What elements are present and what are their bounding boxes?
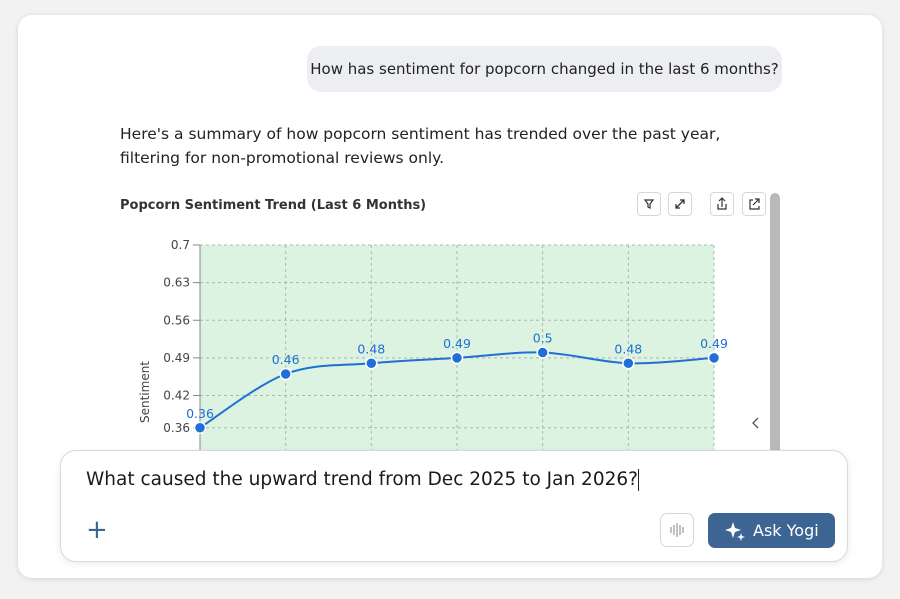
input-box[interactable]: What caused the upward trend from Dec 20…	[60, 450, 848, 562]
filter-button[interactable]	[637, 192, 661, 216]
point	[707, 351, 721, 365]
scrollbar[interactable]	[770, 193, 780, 455]
data-label: 0.48	[614, 341, 642, 356]
data-label: 0.46	[272, 352, 300, 367]
collapse-arrow[interactable]	[750, 416, 762, 430]
expand-button[interactable]	[668, 192, 692, 216]
ask-button[interactable]: Ask Yogi	[708, 513, 835, 548]
point	[279, 367, 292, 381]
point	[365, 357, 378, 370]
y-tick-label: 0.7	[171, 238, 190, 252]
data-label: 0.48	[357, 341, 385, 356]
point	[622, 357, 635, 370]
add-button[interactable]: +	[86, 515, 108, 545]
y-axis-label: Sentiment	[138, 361, 152, 423]
data-label: 0.5	[533, 331, 553, 346]
input-value: What caused the upward trend from Dec 20…	[86, 469, 638, 490]
point	[536, 346, 549, 359]
point	[450, 351, 464, 365]
share-button[interactable]	[710, 192, 734, 216]
y-tick-label: 0.49	[163, 351, 190, 365]
point	[193, 421, 207, 434]
y-tick-label: 0.56	[163, 313, 190, 327]
voice-button[interactable]	[660, 513, 694, 547]
input-text[interactable]: What caused the upward trend from Dec 20…	[86, 469, 639, 491]
open-button[interactable]	[742, 192, 766, 216]
y-tick-label: 0.63	[163, 276, 190, 290]
chart-title: Popcorn Sentiment Trend (Last 6 Months)	[120, 198, 426, 213]
assistant-message: Here's a summary of how popcorn sentimen…	[120, 125, 721, 167]
y-tick-label: 0.42	[163, 389, 190, 403]
ask-label: Ask Yogi	[753, 521, 819, 540]
user-message: How has sentiment for popcorn changed in…	[307, 46, 782, 92]
data-label: 0.49	[700, 336, 728, 351]
data-label: 0.49	[443, 336, 471, 351]
y-tick-label: 0.36	[163, 421, 190, 435]
data-label: 0.36	[186, 406, 214, 421]
cursor	[637, 469, 639, 491]
